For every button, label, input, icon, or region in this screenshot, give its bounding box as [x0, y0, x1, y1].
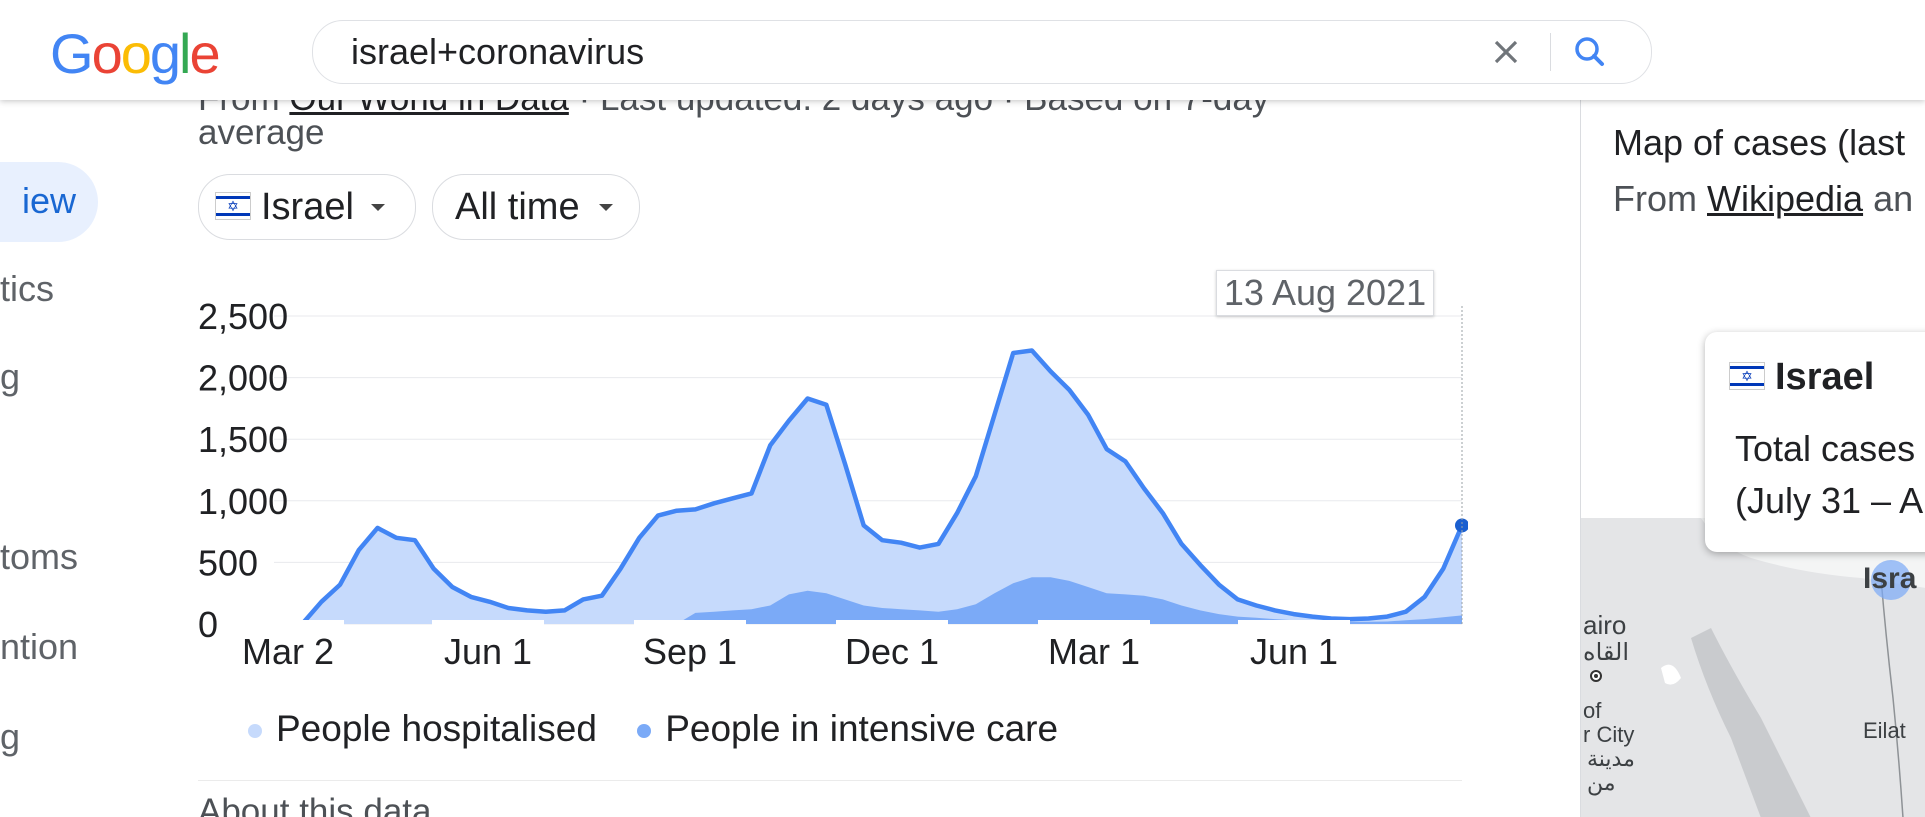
- x-tick-label: Mar 2: [242, 631, 334, 672]
- search-divider: [1550, 33, 1551, 71]
- map-label-eilat: Eilat: [1863, 718, 1906, 743]
- intensive-care-area: [284, 577, 1462, 624]
- hospitalised-line: [283, 348, 1465, 627]
- hospitalised-hover-point: [1455, 518, 1468, 533]
- nav-item-prevention[interactable]: ntion: [0, 626, 79, 667]
- nav-item-treating[interactable]: g: [0, 716, 21, 757]
- map-title: Map of cases (last: [1613, 122, 1906, 163]
- israel-flag-icon: ✡: [215, 192, 251, 220]
- about-this-data-link[interactable]: About this data: [198, 792, 432, 817]
- left-nav: iew tics g toms ntion g: [0, 100, 110, 817]
- logo-letter: o: [91, 22, 123, 85]
- map-label-city-ar: مدينة: [1587, 746, 1635, 771]
- cases-map[interactable]: airo القاه of r City مدينة من Eilat Isra: [1581, 518, 1925, 817]
- legend-item-intensive-care[interactable]: People in intensive care: [637, 708, 1058, 750]
- legend-label: People in intensive care: [665, 708, 1059, 749]
- legend-label: People hospitalised: [276, 708, 597, 749]
- chart-legend: People hospitalised People in intensive …: [248, 708, 1088, 750]
- hover-date-label: 13 Aug 2021: [1216, 270, 1434, 316]
- tooltip-total-cases: Total cases: [1735, 428, 1916, 469]
- y-tick-label: 500: [198, 542, 258, 583]
- y-tick-label: 1,500: [198, 419, 288, 460]
- google-logo[interactable]: Google: [50, 22, 221, 86]
- x-tick-mask: [432, 620, 544, 628]
- nav-item-label: iew: [21, 180, 76, 221]
- source-prefix: From: [198, 100, 289, 118]
- x-tick-mask: [232, 620, 344, 628]
- x-tick-label: Sep 1: [643, 631, 737, 672]
- map-label-cairo-ar: القاه: [1583, 639, 1630, 666]
- clear-search-button[interactable]: [1485, 31, 1527, 73]
- search-button[interactable]: [1569, 31, 1611, 73]
- map-source-suffix: an: [1863, 178, 1914, 219]
- hospitalised-area: [284, 350, 1462, 624]
- logo-letters: Google: [50, 22, 221, 85]
- x-tick-label: Dec 1: [845, 631, 939, 672]
- map-tooltip: ✡ Israel Total cases (July 31 – A: [1705, 332, 1925, 552]
- tooltip-date-range: (July 31 – A: [1735, 480, 1924, 521]
- data-source: From Our World in Data · Last updated: 2…: [198, 100, 1398, 150]
- y-tick-label: 2,500: [198, 296, 288, 337]
- nav-item-symptoms[interactable]: toms: [0, 536, 79, 577]
- time-chip-label: All time: [455, 186, 580, 228]
- main-content: From Our World in Data · Last updated: 2…: [198, 100, 1468, 817]
- chevron-down-icon: [599, 204, 613, 211]
- x-tick-label: Mar 1: [1048, 631, 1140, 672]
- map-label-israel: Isra: [1863, 562, 1917, 595]
- logo-letter: o: [120, 22, 152, 85]
- source-line2: average: [198, 113, 325, 152]
- country-dropdown[interactable]: ✡ Israel: [198, 174, 416, 240]
- map-source: From Wikipedia an: [1613, 178, 1913, 220]
- country-chip-label: Israel: [261, 186, 354, 228]
- tooltip-country: Israel: [1775, 356, 1875, 398]
- logo-letter: G: [50, 22, 94, 85]
- time-range-dropdown[interactable]: All time: [432, 174, 640, 240]
- map-label-of: of: [1583, 698, 1602, 723]
- y-tick-label: 0: [198, 604, 218, 645]
- israel-flag-icon: ✡: [1729, 362, 1765, 390]
- legend-dot-icon: [248, 724, 262, 739]
- logo-letter: e: [189, 22, 220, 85]
- nav-item-statistics[interactable]: tics: [0, 268, 54, 309]
- close-icon: [1494, 40, 1518, 64]
- y-tick-label: 1,000: [198, 481, 288, 522]
- legend-item-hospitalised[interactable]: People hospitalised: [248, 708, 597, 750]
- y-tick-label: 2,000: [198, 358, 288, 399]
- wikipedia-link[interactable]: Wikipedia: [1707, 178, 1864, 219]
- search-icon: [1575, 37, 1604, 66]
- x-tick-label: Jun 1: [444, 631, 532, 672]
- section-divider: [198, 780, 1462, 781]
- chart-svg[interactable]: 2,500 2,000 1,500 1,000 500 0 Mar 2 Jun 1 Sep 1 D…: [198, 266, 1468, 706]
- source-suffix: · Last updated: 2 days ago · Based on 7-…: [569, 100, 1270, 118]
- search-box[interactable]: israel+coronavirus: [312, 20, 1652, 84]
- nav-item-overview[interactable]: iew: [0, 162, 98, 242]
- x-tick-mask: [1238, 620, 1350, 628]
- x-tick-mask: [836, 620, 948, 628]
- x-tick-mask: [634, 620, 746, 628]
- map-label-city: r City: [1583, 722, 1635, 747]
- nav-item-testing[interactable]: g: [0, 356, 21, 397]
- logo-letter: l: [179, 22, 192, 85]
- top-bar: Google israel+coronavirus: [0, 0, 1925, 100]
- map-label-city-ar2: من: [1587, 770, 1616, 795]
- x-tick-mask: [1038, 620, 1150, 628]
- source-link[interactable]: Our World in Data: [289, 100, 568, 118]
- right-panel: Map of cases (last From Wikipedia an air…: [1580, 100, 1925, 817]
- chevron-down-icon: [371, 204, 385, 211]
- x-tick-label: Jun 1: [1250, 631, 1338, 672]
- map-label-cairo: airo: [1583, 610, 1627, 640]
- map-source-prefix: From: [1613, 178, 1707, 219]
- legend-dot-icon: [637, 724, 652, 739]
- hospitalisation-chart[interactable]: 2,500 2,000 1,500 1,000 500 0 Mar 2 Jun 1 Sep 1 D…: [198, 266, 1468, 736]
- logo-letter: g: [149, 22, 181, 85]
- search-input[interactable]: israel+coronavirus: [351, 31, 645, 72]
